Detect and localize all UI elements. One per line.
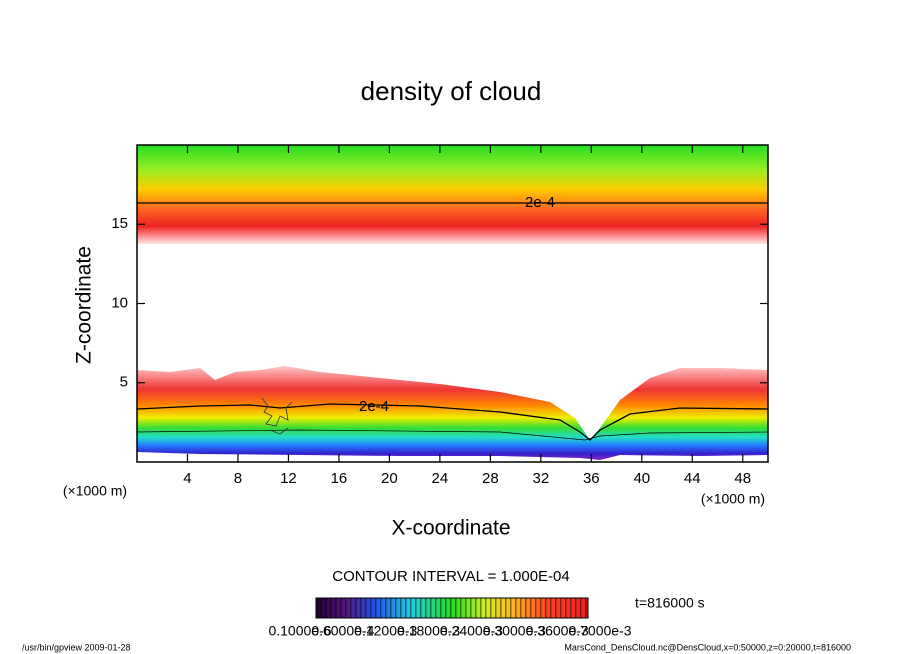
colorbar-label: 0.3600e-3 [526, 623, 589, 639]
x-tick-label: 16 [331, 470, 348, 487]
x-axis-label: X-coordinate [391, 517, 510, 540]
x-tick-label: 36 [583, 470, 600, 487]
colorbar-label: 0.2400e-3 [440, 623, 503, 639]
y-axis-label: Z-coordinate [73, 246, 96, 364]
x-tick-label: 40 [633, 470, 650, 487]
chart-title: density of cloud [361, 76, 542, 106]
contour-line [137, 403, 768, 441]
colorbar-label: 0.1800e-3 [397, 623, 460, 639]
x-tick-label: 32 [532, 470, 549, 487]
x-tick-label: 48 [734, 470, 751, 487]
colorbar-label: 0.1200e-3 [354, 623, 417, 639]
x-tick-label: 28 [482, 470, 499, 487]
colorbar-label: 0.3000e-3 [483, 623, 546, 639]
x-tick-label: 4 [183, 470, 191, 487]
contour-line [261, 397, 293, 435]
footer-left: /usr/bin/gpview 2009-01-28 [22, 642, 131, 652]
contour-label: 2e-4 [525, 194, 555, 211]
colorbar-label: 0.1000e-6 [268, 623, 331, 639]
y-tick-label: 10 [111, 294, 128, 311]
colorbar-stripes [315, 597, 589, 619]
field [137, 145, 768, 460]
y-tick-label: 15 [111, 215, 128, 232]
x-tick-label: 8 [234, 470, 242, 487]
contour-label: 2e-4 [359, 398, 389, 415]
x-axis-unit: (×1000 m) [701, 491, 765, 507]
colorbar-label: 0.7000e-3 [568, 623, 631, 639]
time-label: t=816000 s [635, 595, 705, 611]
upper-cloud-layer [137, 145, 768, 244]
x-tick-label: 24 [432, 470, 449, 487]
contour-line [137, 429, 768, 441]
y-axis-unit: (×1000 m) [63, 483, 127, 499]
x-tick-label: 44 [684, 470, 701, 487]
contour-interval: CONTOUR INTERVAL = 1.000E-04 [332, 568, 569, 585]
y-tick-label: 5 [120, 374, 128, 391]
lower-cloud-layer [137, 366, 768, 460]
colorbar-label: 0.6000e-4 [311, 623, 374, 639]
x-tick-label: 12 [280, 470, 297, 487]
footer-right: MarsCond_DensCloud.nc@DensCloud,x=0:5000… [564, 642, 851, 652]
x-tick-label: 20 [381, 470, 398, 487]
